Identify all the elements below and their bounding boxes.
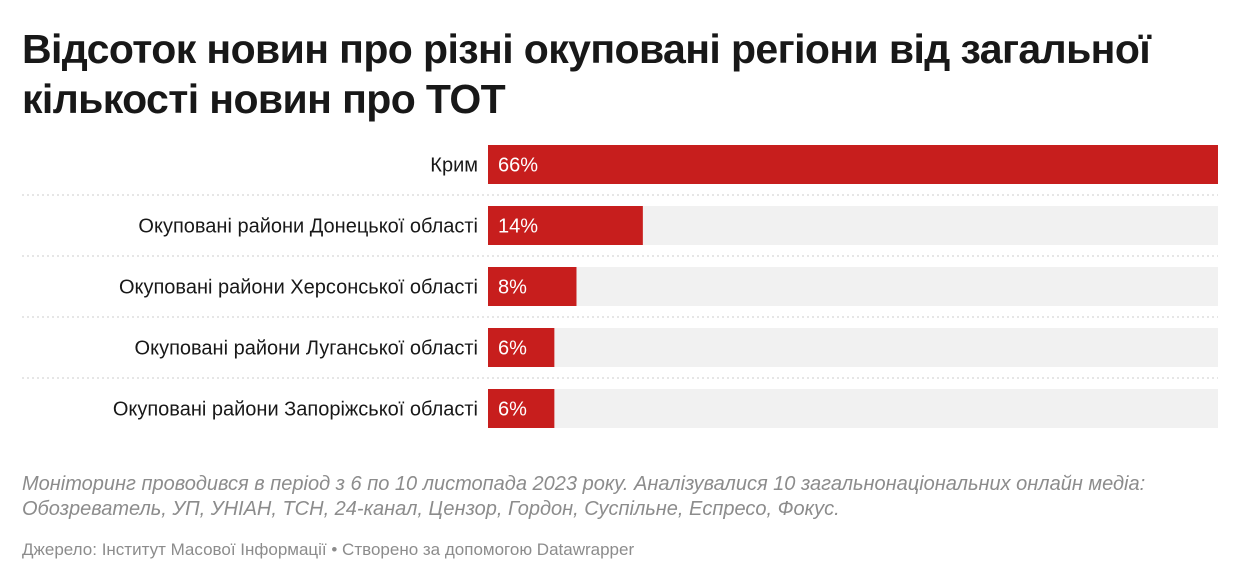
bar bbox=[488, 389, 555, 428]
category-label: Окуповані райони Донецької області bbox=[138, 216, 478, 238]
chart-title: Відсоток новин про різні окуповані регіо… bbox=[22, 26, 1151, 122]
chart-source: Джерело: Інститут Масової Інформації • С… bbox=[22, 540, 635, 559]
chart-notes: Моніторинг проводився в період з 6 по 10… bbox=[22, 473, 1146, 520]
bar bbox=[488, 267, 577, 306]
bar bbox=[488, 206, 643, 245]
bar-track bbox=[488, 389, 1218, 428]
value-label: 8% bbox=[498, 277, 527, 299]
category-label: Окуповані райони Луганської області bbox=[135, 338, 478, 360]
value-label: 6% bbox=[498, 399, 527, 421]
bar bbox=[488, 145, 1218, 184]
value-label: 14% bbox=[498, 216, 538, 238]
bar-chart: Крим 66% Окуповані райони Донецької област… bbox=[22, 145, 1218, 428]
category-label: Окуповані райони Херсонської області bbox=[119, 277, 478, 299]
value-label: 6% bbox=[498, 338, 527, 360]
category-label: Крим bbox=[430, 155, 478, 177]
value-label: 66% bbox=[498, 155, 538, 177]
bar-track bbox=[488, 267, 1218, 306]
category-label: Окуповані райони Запоріжської області bbox=[113, 399, 478, 421]
bar bbox=[488, 328, 555, 367]
bar-track bbox=[488, 328, 1218, 367]
